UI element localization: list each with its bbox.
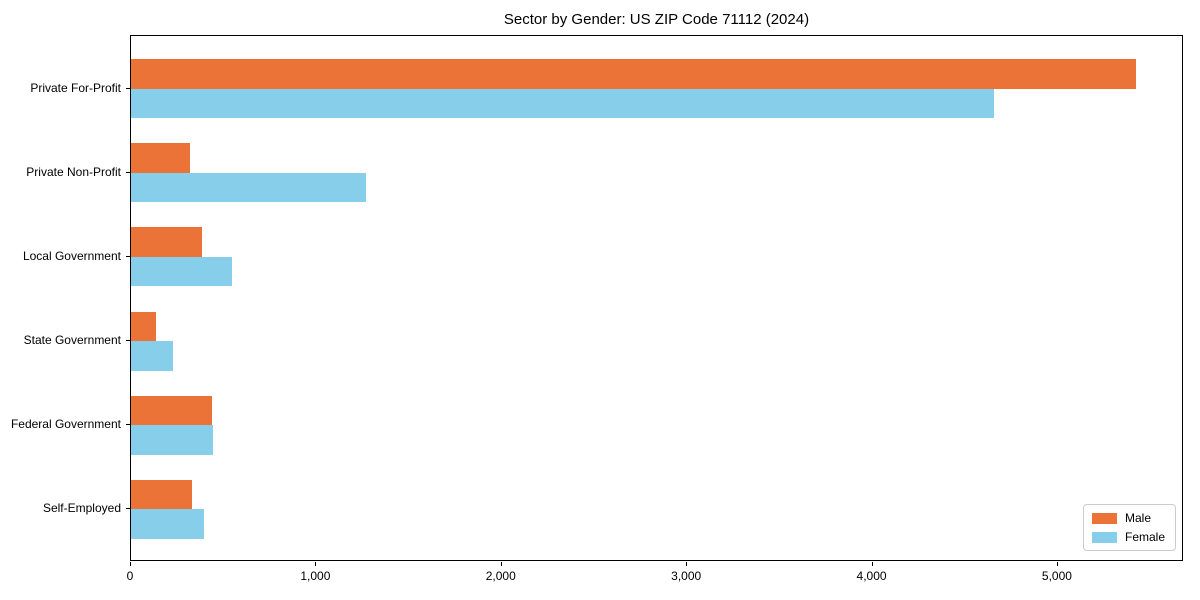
y-tick-label: Self-Employed [42, 501, 121, 516]
y-tick-mark [126, 171, 130, 173]
y-tick-label: Federal Government [10, 417, 121, 432]
x-tick-mark [130, 562, 131, 566]
y-tick-mark [126, 340, 130, 342]
x-tick-label: 3,000 [671, 569, 702, 583]
bar-male-1 [131, 59, 1136, 89]
legend: Male Female [1082, 504, 1176, 551]
x-tick-mark [871, 562, 873, 566]
bar-male-2 [131, 143, 190, 173]
bar-male-3 [131, 227, 202, 257]
bar-female-6 [131, 509, 205, 539]
legend-label-female: Female [1124, 530, 1165, 544]
x-tick-mark [686, 562, 688, 566]
bar-female-3 [131, 256, 232, 287]
chart-title: Sector by Gender: US ZIP Code 71112 (202… [503, 11, 810, 28]
y-tick-mark [126, 508, 130, 510]
y-tick-mark [126, 87, 130, 89]
female-color-swatch [1091, 531, 1117, 543]
x-tick-mark [1056, 562, 1058, 566]
x-tick-label: 0 [126, 569, 134, 583]
y-tick-mark [126, 424, 130, 426]
bar-female-4 [131, 341, 173, 371]
bar-male-4 [131, 311, 156, 342]
y-tick-mark [126, 255, 130, 257]
x-tick-label: 4,000 [856, 569, 887, 583]
male-color-swatch [1091, 512, 1117, 524]
bar-female-2 [131, 172, 366, 203]
bar-male-6 [131, 479, 192, 510]
x-tick-mark [315, 562, 317, 566]
y-tick-label: State Government [23, 333, 121, 348]
y-tick-label: Private Non-Profit [26, 164, 121, 179]
x-tick-label: 5,000 [1041, 569, 1072, 583]
bar-male-5 [131, 395, 212, 426]
x-tick-label: 2,000 [485, 569, 516, 583]
plot-area [130, 35, 1183, 561]
y-tick-label: Local Government [22, 248, 121, 263]
legend-entry-male: Male [1091, 511, 1165, 525]
bar-female-1 [131, 88, 994, 119]
legend-entry-female: Female [1091, 530, 1165, 544]
y-tick-label: Private For-Profit [30, 80, 121, 95]
x-tick-label: 1,000 [300, 569, 331, 583]
x-tick-mark [500, 562, 502, 566]
legend-label-male: Male [1124, 511, 1151, 525]
bar-female-5 [131, 425, 214, 455]
